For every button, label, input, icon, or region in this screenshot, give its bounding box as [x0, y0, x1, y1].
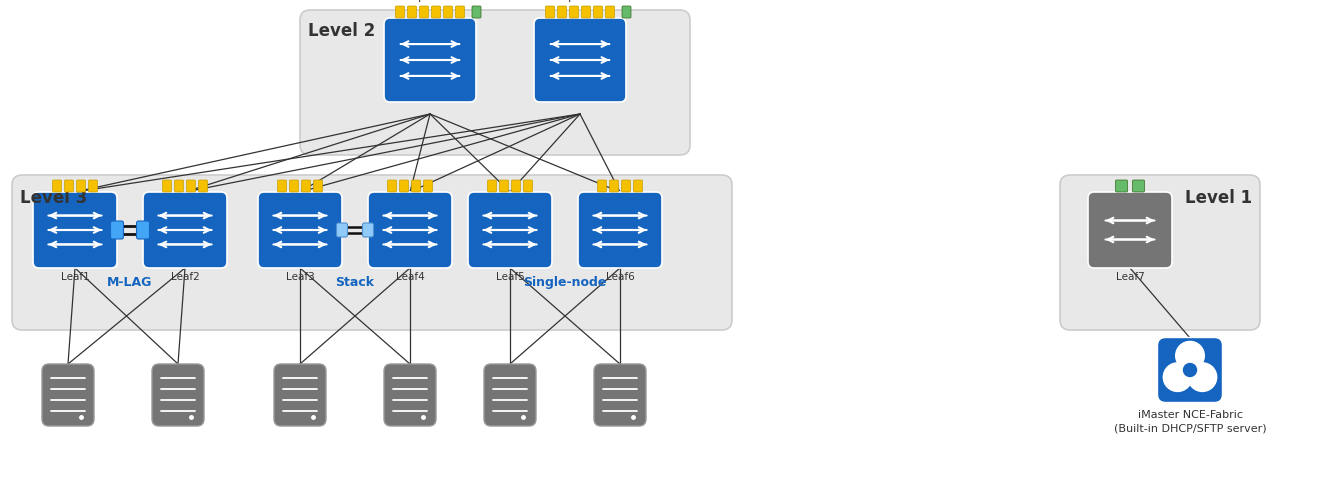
FancyBboxPatch shape	[387, 180, 397, 192]
FancyBboxPatch shape	[523, 180, 532, 192]
FancyBboxPatch shape	[395, 6, 405, 18]
FancyBboxPatch shape	[273, 364, 326, 426]
FancyBboxPatch shape	[174, 180, 183, 192]
FancyBboxPatch shape	[545, 6, 555, 18]
FancyBboxPatch shape	[1088, 192, 1172, 268]
FancyBboxPatch shape	[289, 180, 299, 192]
FancyBboxPatch shape	[472, 6, 480, 18]
FancyBboxPatch shape	[484, 364, 536, 426]
FancyBboxPatch shape	[1132, 180, 1144, 192]
FancyBboxPatch shape	[487, 180, 496, 192]
Text: Leaf4: Leaf4	[395, 272, 425, 282]
FancyBboxPatch shape	[468, 192, 552, 268]
FancyBboxPatch shape	[65, 180, 73, 192]
FancyBboxPatch shape	[443, 6, 453, 18]
FancyBboxPatch shape	[605, 6, 614, 18]
FancyBboxPatch shape	[609, 180, 618, 192]
Text: Single-node: Single-node	[523, 276, 606, 289]
Text: Leaf2: Leaf2	[171, 272, 199, 282]
FancyBboxPatch shape	[143, 192, 227, 268]
FancyBboxPatch shape	[277, 180, 287, 192]
FancyBboxPatch shape	[362, 223, 373, 237]
FancyBboxPatch shape	[633, 180, 642, 192]
FancyBboxPatch shape	[423, 180, 433, 192]
FancyBboxPatch shape	[12, 175, 733, 330]
FancyBboxPatch shape	[511, 180, 520, 192]
FancyBboxPatch shape	[33, 192, 117, 268]
FancyBboxPatch shape	[77, 180, 85, 192]
FancyBboxPatch shape	[581, 6, 591, 18]
Text: Leaf7: Leaf7	[1116, 272, 1144, 282]
Text: Leaf1: Leaf1	[61, 272, 89, 282]
Text: Level 3: Level 3	[20, 189, 88, 207]
FancyBboxPatch shape	[42, 364, 94, 426]
FancyBboxPatch shape	[162, 180, 171, 192]
FancyBboxPatch shape	[384, 364, 437, 426]
FancyBboxPatch shape	[153, 364, 204, 426]
Circle shape	[1184, 364, 1197, 376]
FancyBboxPatch shape	[622, 6, 632, 18]
FancyBboxPatch shape	[419, 6, 429, 18]
FancyBboxPatch shape	[301, 180, 311, 192]
Text: Spine2: Spine2	[561, 0, 600, 2]
FancyBboxPatch shape	[199, 180, 207, 192]
Text: Leaf3: Leaf3	[285, 272, 314, 282]
Text: iMaster NCE-Fabric
(Built-in DHCP/SFTP server): iMaster NCE-Fabric (Built-in DHCP/SFTP s…	[1113, 411, 1266, 433]
FancyBboxPatch shape	[313, 180, 322, 192]
FancyBboxPatch shape	[499, 180, 508, 192]
FancyBboxPatch shape	[110, 221, 123, 239]
FancyBboxPatch shape	[455, 6, 464, 18]
FancyBboxPatch shape	[407, 6, 417, 18]
FancyBboxPatch shape	[557, 6, 567, 18]
Text: Level 1: Level 1	[1185, 189, 1251, 207]
Text: M-LAG: M-LAG	[107, 276, 153, 289]
FancyBboxPatch shape	[411, 180, 421, 192]
Text: Stack: Stack	[336, 276, 374, 289]
Circle shape	[1164, 363, 1192, 391]
FancyBboxPatch shape	[187, 180, 195, 192]
Text: Level 2: Level 2	[308, 22, 376, 40]
FancyBboxPatch shape	[579, 192, 662, 268]
FancyBboxPatch shape	[53, 180, 61, 192]
Circle shape	[1188, 363, 1217, 391]
FancyBboxPatch shape	[89, 180, 97, 192]
FancyBboxPatch shape	[1060, 175, 1261, 330]
FancyBboxPatch shape	[593, 6, 602, 18]
FancyBboxPatch shape	[431, 6, 441, 18]
FancyBboxPatch shape	[384, 18, 476, 102]
Text: Spine1: Spine1	[411, 0, 449, 2]
FancyBboxPatch shape	[1116, 180, 1128, 192]
FancyBboxPatch shape	[300, 10, 690, 155]
FancyBboxPatch shape	[569, 6, 579, 18]
FancyBboxPatch shape	[597, 180, 606, 192]
FancyBboxPatch shape	[399, 180, 409, 192]
Circle shape	[1176, 342, 1205, 370]
FancyBboxPatch shape	[594, 364, 646, 426]
FancyBboxPatch shape	[368, 192, 453, 268]
FancyBboxPatch shape	[621, 180, 630, 192]
FancyBboxPatch shape	[257, 192, 342, 268]
FancyBboxPatch shape	[533, 18, 626, 102]
Text: Leaf5: Leaf5	[495, 272, 524, 282]
FancyBboxPatch shape	[137, 221, 150, 239]
FancyBboxPatch shape	[337, 223, 348, 237]
Text: Leaf6: Leaf6	[605, 272, 634, 282]
FancyBboxPatch shape	[1157, 338, 1222, 402]
